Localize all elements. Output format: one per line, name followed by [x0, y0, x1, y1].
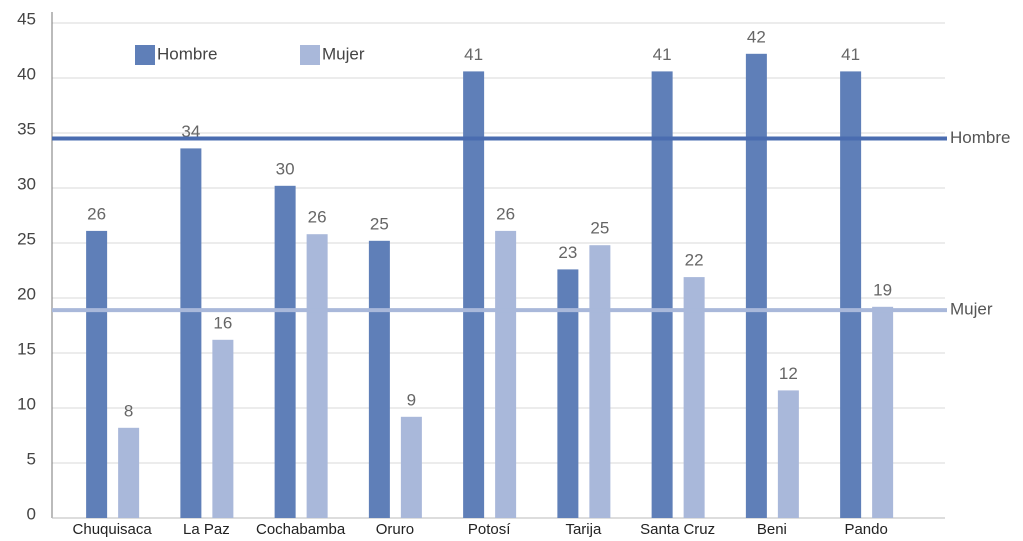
bar — [777, 390, 799, 518]
x-tick-label: Beni — [757, 521, 787, 538]
value-label: 19 — [873, 280, 892, 299]
x-tick-label: Oruro — [376, 521, 414, 538]
value-label: 41 — [653, 45, 672, 64]
y-tick-label: 40 — [17, 64, 36, 83]
y-tick-label: 25 — [17, 229, 36, 248]
bar — [212, 339, 234, 518]
bar — [872, 306, 894, 518]
x-tick-label: Cochabamba — [256, 521, 346, 538]
y-tick-label: 15 — [17, 339, 36, 358]
legend-label: Hombre — [157, 44, 217, 63]
y-tick-label: 0 — [27, 504, 36, 523]
value-label: 26 — [308, 208, 327, 227]
value-label: 41 — [464, 45, 483, 64]
y-tick-label: 45 — [17, 9, 36, 28]
value-label: 16 — [213, 313, 232, 332]
bar — [745, 53, 767, 519]
x-tick-label: Pando — [844, 521, 887, 538]
value-label: 26 — [496, 204, 515, 223]
bar — [306, 234, 328, 518]
value-label: 41 — [841, 45, 860, 64]
x-tick-label: Potosí — [468, 521, 511, 538]
y-tick-label: 35 — [17, 119, 36, 138]
value-label: 8 — [124, 401, 133, 420]
value-label: 42 — [747, 27, 766, 46]
y-tick-label: 5 — [27, 449, 36, 468]
value-label: 22 — [685, 251, 704, 270]
reference-label: Mujer — [950, 300, 993, 319]
value-label: 9 — [407, 390, 416, 409]
value-label: 34 — [181, 122, 200, 141]
value-label: 25 — [370, 214, 389, 233]
value-label: 23 — [558, 243, 577, 262]
bar — [840, 71, 862, 519]
x-tick-label: Tarija — [565, 521, 602, 538]
bar — [683, 277, 705, 518]
y-tick-label: 10 — [17, 394, 36, 413]
legend-swatch — [300, 45, 320, 65]
legend-swatch — [135, 45, 155, 65]
bar — [400, 416, 422, 518]
value-label: 12 — [779, 364, 798, 383]
bar — [368, 240, 390, 519]
reference-label: Hombre — [950, 128, 1010, 147]
bar — [589, 245, 611, 518]
bar — [557, 269, 579, 518]
y-tick-label: 30 — [17, 174, 36, 193]
bar — [651, 71, 673, 519]
bar — [495, 230, 517, 518]
bar — [118, 427, 140, 518]
y-tick-label: 20 — [17, 284, 36, 303]
x-tick-label: Chuquisaca — [73, 521, 153, 538]
value-label: 25 — [590, 219, 609, 238]
value-label: 26 — [87, 204, 106, 223]
bar — [86, 230, 108, 518]
bar — [180, 148, 202, 518]
value-label: 30 — [276, 159, 295, 178]
bar — [463, 71, 485, 519]
x-tick-label: La Paz — [183, 521, 230, 538]
x-tick-label: Santa Cruz — [640, 521, 715, 538]
bar — [274, 185, 296, 519]
legend-label: Mujer — [322, 44, 365, 63]
